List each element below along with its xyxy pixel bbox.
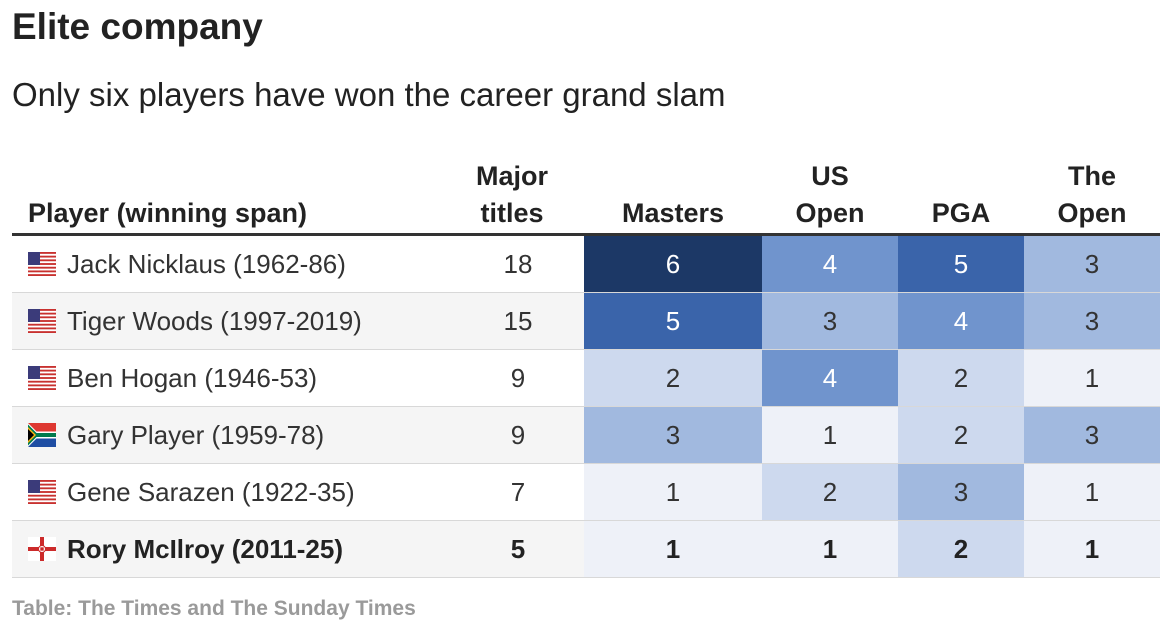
source-note: Table: The Times and The Sunday Times <box>12 597 416 620</box>
chart-title: Elite company <box>12 6 263 47</box>
the-open-cell: 1 <box>1024 464 1160 520</box>
the-open-cell: 3 <box>1024 407 1160 463</box>
table-row: Jack Nicklaus (1962-86) 18 6 4 5 3 <box>12 236 1160 293</box>
us-open-cell: 2 <box>762 464 898 520</box>
us-open-cell: 1 <box>762 407 898 463</box>
pga-cell: 2 <box>898 521 1024 577</box>
masters-cell: 5 <box>584 293 762 349</box>
usa-flag-icon <box>28 366 56 390</box>
pga-cell: 2 <box>898 350 1024 406</box>
northern-ireland-flag-icon <box>28 537 56 561</box>
the-open-cell: 1 <box>1024 350 1160 406</box>
the-open-cell: 3 <box>1024 293 1160 349</box>
masters-cell: 6 <box>584 236 762 292</box>
table-row: Ben Hogan (1946-53) 9 2 4 2 1 <box>12 350 1160 407</box>
the-open-cell: 3 <box>1024 236 1160 292</box>
column-header-line: Masters <box>621 198 725 228</box>
us-open-cell: 1 <box>762 521 898 577</box>
south-africa-flag-icon <box>28 423 56 447</box>
major-titles-cell: 7 <box>510 476 526 507</box>
column-header-line: The <box>1067 161 1116 191</box>
column-header-us-open: US Open <box>762 136 898 232</box>
column-header-masters: Masters <box>584 136 762 232</box>
masters-cell: 3 <box>584 407 762 463</box>
header-rule <box>12 233 1160 236</box>
player-name: Ben Hogan (1946-53) <box>67 362 318 393</box>
us-open-cell: 3 <box>762 293 898 349</box>
us-open-cell: 4 <box>762 236 898 292</box>
player-cell: Rory McIlroy (2011-25) <box>12 521 452 577</box>
pga-cell: 5 <box>898 236 1024 292</box>
player-cell: Ben Hogan (1946-53) <box>12 350 452 406</box>
column-header-line: titles <box>480 198 544 228</box>
player-name: Jack Nicklaus (1962-86) <box>67 248 346 279</box>
column-header-line: Player (winning span) <box>28 198 308 228</box>
masters-cell: 1 <box>584 464 762 520</box>
pga-cell: 2 <box>898 407 1024 463</box>
pga-cell: 3 <box>898 464 1024 520</box>
major-titles-cell: 9 <box>510 362 526 393</box>
usa-flag-icon <box>28 480 56 504</box>
column-header-line: Open <box>795 198 865 228</box>
column-header-the-open: The Open <box>1024 136 1160 232</box>
pga-cell: 4 <box>898 293 1024 349</box>
column-header-pga: PGA <box>898 136 1024 232</box>
masters-cell: 1 <box>584 521 762 577</box>
column-header-line: US <box>811 161 849 191</box>
column-header-player: Player (winning span) <box>28 136 448 232</box>
table-row: Tiger Woods (1997-2019) 15 5 3 4 3 <box>12 293 1160 350</box>
table-row: Gary Player (1959-78) 9 3 1 2 3 <box>12 407 1160 464</box>
player-cell: Gene Sarazen (1922-35) <box>12 464 452 520</box>
column-header-line: PGA <box>931 198 991 228</box>
player-name: Tiger Woods (1997-2019) <box>67 305 362 336</box>
column-header-line: Open <box>1057 198 1127 228</box>
player-name: Rory McIlroy (2011-25) <box>67 533 344 564</box>
table-row: Rory McIlroy (2011-25) 5 1 1 2 1 <box>12 521 1160 578</box>
major-titles-cell: 9 <box>510 419 526 450</box>
table-row: Gene Sarazen (1922-35) 7 1 2 3 1 <box>12 464 1160 521</box>
major-titles-cell: 5 <box>510 533 526 564</box>
masters-cell: 2 <box>584 350 762 406</box>
usa-flag-icon <box>28 309 56 333</box>
the-open-cell: 1 <box>1024 521 1160 577</box>
column-header-line: Major <box>475 161 548 191</box>
major-titles-cell: 15 <box>503 305 533 336</box>
major-titles-cell: 18 <box>503 248 533 279</box>
us-open-cell: 4 <box>762 350 898 406</box>
chart-subtitle: Only six players have won the career gra… <box>12 76 726 113</box>
column-header-major-titles: Major titles <box>452 136 572 232</box>
player-cell: Jack Nicklaus (1962-86) <box>12 236 452 292</box>
usa-flag-icon <box>28 252 56 276</box>
player-name: Gary Player (1959-78) <box>67 419 325 450</box>
player-cell: Gary Player (1959-78) <box>12 407 452 463</box>
player-cell: Tiger Woods (1997-2019) <box>12 293 452 349</box>
player-name: Gene Sarazen (1922-35) <box>67 476 355 507</box>
